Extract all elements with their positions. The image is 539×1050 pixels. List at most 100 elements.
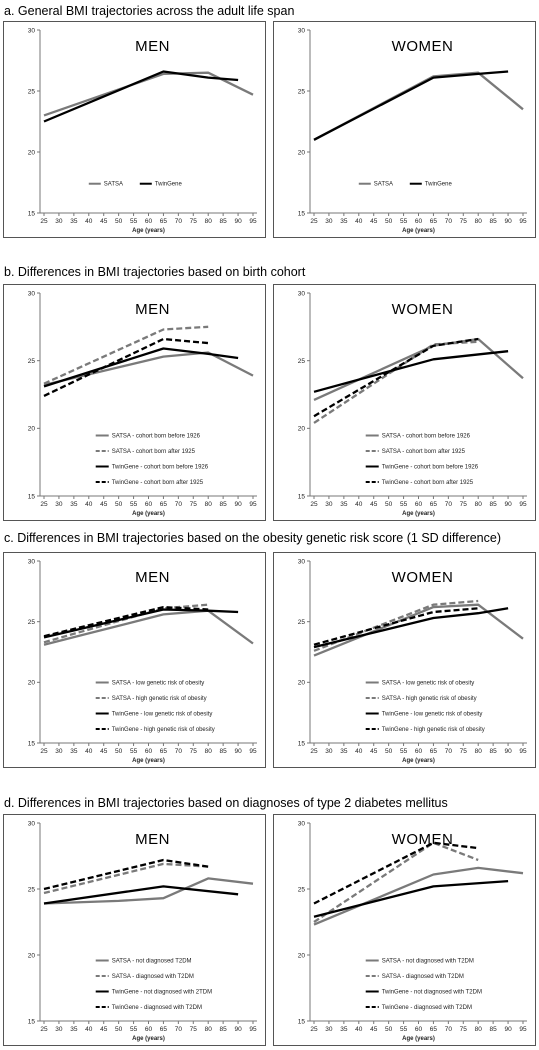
y-tick-label: 20 [28, 426, 36, 433]
x-tick-label: 55 [130, 1026, 138, 1033]
y-tick-label: 15 [28, 210, 36, 217]
x-tick-label: 40 [355, 1026, 363, 1033]
series-line-1 [313, 866, 524, 926]
series-line-4 [313, 337, 479, 418]
x-tick-label: 50 [385, 501, 393, 508]
series-line-1 [313, 71, 524, 141]
x-tick-label: 35 [70, 748, 78, 755]
x-tick-label: 50 [385, 748, 393, 755]
series-line-3 [43, 885, 239, 905]
x-tick-label: 60 [145, 218, 153, 225]
x-tick-label: 40 [85, 1026, 93, 1033]
y-tick-label: 15 [28, 740, 36, 747]
series-line-2 [43, 70, 239, 123]
x-tick-label: 25 [310, 218, 318, 225]
chart-panel-b-women: 15 20 25 30 25 30 35 40 45 50 55 60 65 70 75 80 85 90 95 Ag… [273, 284, 536, 521]
x-tick-label: 90 [504, 1026, 512, 1033]
y-tick-label: 20 [28, 149, 36, 156]
x-tick-label: 80 [475, 501, 483, 508]
series-line-4 [43, 858, 209, 891]
x-tick-label: 45 [370, 218, 378, 225]
x-tick-label: 75 [460, 1026, 468, 1033]
x-tick-label: 30 [55, 1026, 63, 1033]
y-tick-label: 15 [298, 210, 306, 217]
panel-sex-label: WOMEN [392, 301, 454, 318]
x-tick-label: 85 [490, 501, 498, 508]
legend-entry: TwinGene - diagnosed with T2DM [382, 1005, 472, 1011]
series-line-2 [313, 599, 479, 652]
x-tick-label: 65 [160, 501, 168, 508]
y-tick-label: 20 [28, 680, 36, 687]
y-tick-label: 25 [298, 358, 306, 365]
x-tick-label: 70 [175, 1026, 183, 1033]
x-tick-label: 60 [145, 748, 153, 755]
series-line-2 [43, 603, 209, 644]
section-title-b: b. Differences in BMI trajectories based… [4, 265, 306, 279]
x-tick-label: 80 [475, 1026, 483, 1033]
series-line-3 [313, 607, 509, 649]
x-tick-label: 75 [460, 501, 468, 508]
y-tick-label: 20 [28, 952, 36, 959]
series-line-1 [43, 877, 254, 905]
x-tick-label: 85 [220, 1026, 228, 1033]
x-tick-label: 40 [355, 501, 363, 508]
x-tick-label: 50 [115, 1026, 123, 1033]
series-line-4 [313, 841, 479, 905]
x-tick-label: 40 [85, 218, 93, 225]
panel-sex-label: MEN [135, 831, 170, 848]
x-tick-label: 85 [490, 748, 498, 755]
chart-svg-c-women: 15 20 25 30 25 30 35 40 45 50 55 60 65 70 75 80 85 90 95 Ag… [298, 558, 527, 764]
legend-entry: SATSA - diagnosed with T2DM [112, 974, 194, 980]
x-tick-label: 70 [445, 1026, 453, 1033]
x-tick-label: 75 [190, 501, 198, 508]
legend-entry: SATSA - cohort born after 1925 [112, 449, 196, 455]
x-tick-label: 90 [504, 218, 512, 225]
legend-entry: SATSA [104, 182, 123, 188]
x-tick-label: 95 [519, 501, 527, 508]
legend-entry: SATSA - cohort born before 1926 [112, 434, 201, 440]
y-tick-label: 30 [298, 27, 306, 34]
chart-svg-a-women: 15 20 25 30 25 30 35 40 45 50 55 60 65 70 75 80 85 90 95 Ag… [298, 27, 527, 234]
panel-sex-label: MEN [135, 38, 170, 55]
legend-entry: TwinGene - cohort born after 1925 [382, 480, 474, 486]
x-tick-label: 35 [70, 1026, 78, 1033]
series-line-2 [43, 862, 209, 895]
x-tick-label: 30 [325, 748, 333, 755]
series-line-2 [43, 325, 209, 385]
y-tick-label: 25 [28, 358, 36, 365]
x-tick-label: 60 [145, 501, 153, 508]
x-tick-label: 25 [40, 501, 48, 508]
y-tick-label: 30 [28, 27, 36, 34]
x-tick-label: 55 [130, 748, 138, 755]
x-tick-label: 40 [355, 748, 363, 755]
x-tick-label: 95 [249, 748, 257, 755]
x-tick-label: 55 [400, 1026, 408, 1033]
chart-svg-b-men: 15 20 25 30 25 30 35 40 45 50 55 60 65 70 75 80 85 90 95 Ag… [28, 290, 257, 517]
y-tick-label: 20 [298, 426, 306, 433]
chart-panel-d-women: 15 20 25 30 25 30 35 40 45 50 55 60 65 70 75 80 85 90 95 Ag… [273, 814, 536, 1046]
legend-entry: TwinGene - low genetic risk of obesity [112, 712, 213, 718]
series-line-1 [43, 351, 254, 387]
x-tick-label: 30 [55, 501, 63, 508]
x-tick-label: 35 [340, 218, 348, 225]
x-tick-label: 95 [519, 218, 527, 225]
x-tick-label: 90 [234, 1026, 242, 1033]
x-tick-label: 95 [519, 748, 527, 755]
x-tick-label: 25 [310, 1026, 318, 1033]
panel-sex-label: WOMEN [392, 569, 454, 586]
chart-panel-a-women: 15 20 25 30 25 30 35 40 45 50 55 60 65 70 75 80 85 90 95 Ag… [273, 21, 536, 238]
x-tick-label: 25 [40, 218, 48, 225]
legend-entry: TwinGene - diagnosed with T2DM [112, 1005, 202, 1011]
x-axis-label: Age (years) [132, 1036, 165, 1042]
x-tick-label: 50 [115, 501, 123, 508]
x-tick-label: 45 [100, 1026, 108, 1033]
y-tick-label: 30 [28, 558, 36, 565]
series-line-3 [43, 347, 239, 388]
x-tick-label: 90 [234, 748, 242, 755]
x-tick-label: 30 [325, 501, 333, 508]
x-tick-label: 90 [234, 501, 242, 508]
x-tick-label: 65 [160, 1026, 168, 1033]
x-tick-label: 40 [355, 218, 363, 225]
legend-entry: TwinGene [425, 182, 453, 188]
x-tick-label: 70 [445, 501, 453, 508]
